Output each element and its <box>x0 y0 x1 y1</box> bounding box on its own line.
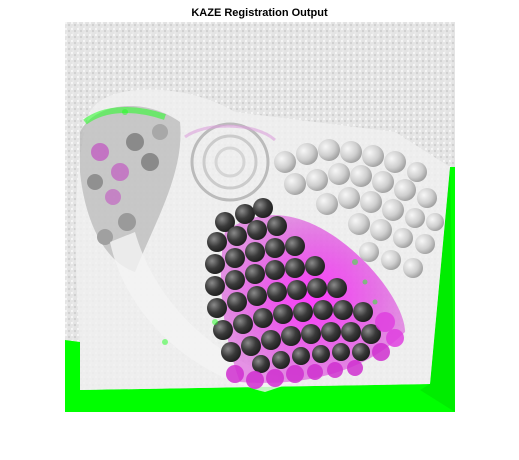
green-speckles <box>122 109 378 345</box>
green-misalignment-region <box>65 167 455 412</box>
faint-ring-structure <box>184 122 277 202</box>
light-bead-cluster <box>274 139 444 278</box>
figure-title: KAZE Registration Output <box>191 7 328 19</box>
left-bead-cluster <box>80 105 181 273</box>
dark-bead-wedge <box>205 198 381 373</box>
magenta-edge-highlights <box>226 312 404 389</box>
registration-output-image <box>65 22 455 412</box>
